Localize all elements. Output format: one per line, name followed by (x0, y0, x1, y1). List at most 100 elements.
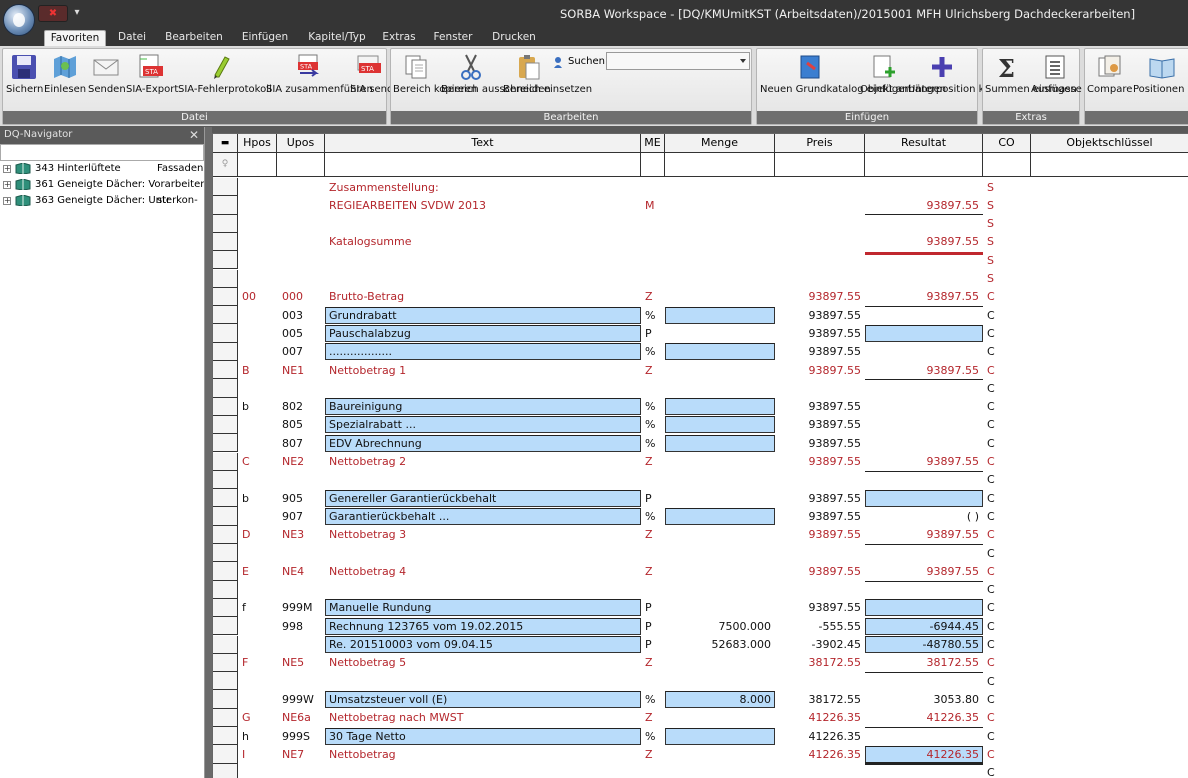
result-input-field[interactable] (865, 636, 983, 653)
text-input-field[interactable] (325, 306, 641, 324)
sia-send-button[interactable]: STA SIA senden (350, 51, 406, 111)
navigator-filter-input[interactable] (0, 144, 204, 161)
close-document-icon[interactable]: ✖ (38, 5, 68, 22)
row-header[interactable] (213, 379, 238, 398)
row-header[interactable] (213, 580, 238, 599)
select-all-column-header[interactable]: ▬ (213, 134, 238, 153)
save-button[interactable]: Sichern (6, 51, 43, 111)
column-objektschluessel-filter[interactable] (1031, 153, 1188, 177)
result-input-field[interactable] (865, 324, 983, 342)
column-preis-header[interactable]: Preis (775, 134, 865, 153)
text-cell[interactable]: Grundrabatt (329, 308, 397, 322)
row-header[interactable] (213, 178, 238, 197)
row-header[interactable] (213, 397, 238, 416)
sia-export-button[interactable]: STA SIA-Export (126, 51, 178, 111)
set-measurements-button[interactable]: Ausmasse setzen (1031, 51, 1118, 111)
row-header[interactable] (213, 763, 238, 778)
text-cell[interactable]: Umsatzsteuer voll (E) (329, 692, 448, 706)
text-input-field[interactable] (325, 690, 641, 708)
text-input-field[interactable] (325, 343, 641, 361)
quantity-input-field[interactable] (665, 690, 775, 708)
row-header[interactable] (213, 251, 238, 270)
row-header[interactable] (213, 690, 238, 709)
row-header[interactable] (213, 525, 238, 544)
application-menu-button[interactable] (3, 4, 35, 36)
cut-range-button[interactable]: Bereich ausschneiden (441, 51, 551, 111)
text-input-field[interactable] (325, 398, 641, 416)
column-me-header[interactable]: ME (641, 134, 665, 153)
row-header[interactable] (213, 562, 238, 581)
copy-subposition-button[interactable]: Unterposition kopieren (908, 51, 1022, 111)
text-cell[interactable]: EDV Abrechnung (329, 436, 422, 450)
positions-from-catalog-button[interactable]: Positionen v Grundkatalo (1133, 51, 1188, 111)
tab-bearbeiten[interactable]: Bearbeiten (165, 31, 223, 43)
tab-kapitel-typ[interactable]: Kapitel/Typ (308, 31, 366, 43)
column-text-header[interactable]: Text (325, 134, 641, 153)
row-header[interactable] (213, 598, 238, 618)
row-header[interactable] (213, 708, 238, 727)
column-text-filter[interactable] (325, 153, 641, 177)
tab-drucken[interactable]: Drucken (492, 31, 536, 43)
column-co-filter[interactable] (983, 153, 1031, 177)
row-header[interactable] (213, 653, 238, 673)
navigator-item[interactable]: +363 Geneigte Dächer: Unterkon-str (0, 193, 204, 209)
row-header[interactable] (213, 196, 238, 215)
tab-fenster[interactable]: Fenster (433, 31, 473, 43)
text-cell[interactable]: Spezialrabatt ... (329, 418, 416, 432)
text-input-field[interactable] (325, 599, 641, 617)
quantity-input-field[interactable] (665, 507, 775, 525)
quantity-input-field[interactable] (665, 434, 775, 452)
row-header[interactable] (213, 434, 238, 453)
sia-error-log-button[interactable]: SIA-Fehlerprotokoll (178, 51, 272, 111)
column-objektschluessel-header[interactable]: Objektschlüssel (1031, 134, 1188, 153)
row-header[interactable] (213, 287, 238, 307)
text-cell[interactable]: Garantierückbehalt ... (329, 509, 450, 523)
text-cell[interactable]: Baureinigung (329, 400, 403, 414)
row-header[interactable] (213, 507, 238, 526)
row-header[interactable] (213, 617, 238, 636)
row-header[interactable] (213, 214, 238, 233)
attach-object-button[interactable]: Objekt anhängen (860, 51, 946, 111)
text-input-field[interactable] (325, 727, 641, 745)
column-menge-filter[interactable] (665, 153, 775, 177)
row-header[interactable] (213, 452, 238, 471)
column-resultat-header[interactable]: Resultat (865, 134, 983, 153)
column-upos-header[interactable]: Upos (277, 134, 325, 153)
column-upos-filter[interactable] (277, 153, 325, 177)
column-co-header[interactable]: CO (983, 134, 1031, 153)
quantity-input-field[interactable] (665, 727, 775, 745)
column-hpos-header[interactable]: Hpos (238, 134, 277, 153)
row-header[interactable] (213, 269, 238, 288)
text-cell[interactable]: Manuelle Rundung (329, 601, 432, 615)
navigator-item[interactable]: +361 Geneigte Dächer: Vorarbeiten, Rü (0, 177, 204, 193)
sia-merge-button[interactable]: STA SIA zusammenführen (266, 51, 373, 111)
row-header[interactable] (213, 415, 238, 435)
close-icon[interactable]: ✕ (188, 128, 199, 142)
quantity-input-field[interactable] (665, 343, 775, 361)
text-cell[interactable]: Pauschalabzug (329, 326, 411, 340)
text-cell[interactable]: 30 Tage Netto (329, 729, 406, 743)
select-all-column-filter[interactable]: ♀ (213, 153, 238, 177)
search-input[interactable] (606, 52, 750, 70)
row-header[interactable] (213, 745, 238, 764)
column-resultat-filter[interactable] (865, 153, 983, 177)
insert-base-catalog-button[interactable]: Neuen Grundkatalog einfügen (760, 51, 911, 111)
text-cell[interactable]: .................. (329, 345, 392, 359)
row-header[interactable] (213, 470, 238, 490)
expand-icon[interactable]: + (3, 196, 11, 205)
result-input-field[interactable] (865, 489, 983, 507)
tab-datei[interactable]: Datei (117, 31, 146, 43)
row-header[interactable] (213, 306, 238, 325)
text-input-field[interactable] (325, 434, 641, 452)
quantity-input-field[interactable] (665, 398, 775, 416)
tab-favoriten[interactable]: Favoriten (44, 30, 106, 46)
row-header[interactable] (213, 361, 238, 380)
tab-einfuegen[interactable]: Einfügen (241, 31, 289, 43)
row-header[interactable] (213, 232, 238, 252)
compare-button[interactable]: Compare (1087, 51, 1132, 111)
paste-range-button[interactable]: Bereich einsetzen (503, 51, 592, 111)
result-input-field[interactable] (865, 617, 983, 635)
column-hpos-filter[interactable] (238, 153, 277, 177)
text-input-field[interactable] (325, 324, 641, 342)
panel-splitter[interactable] (205, 127, 212, 778)
